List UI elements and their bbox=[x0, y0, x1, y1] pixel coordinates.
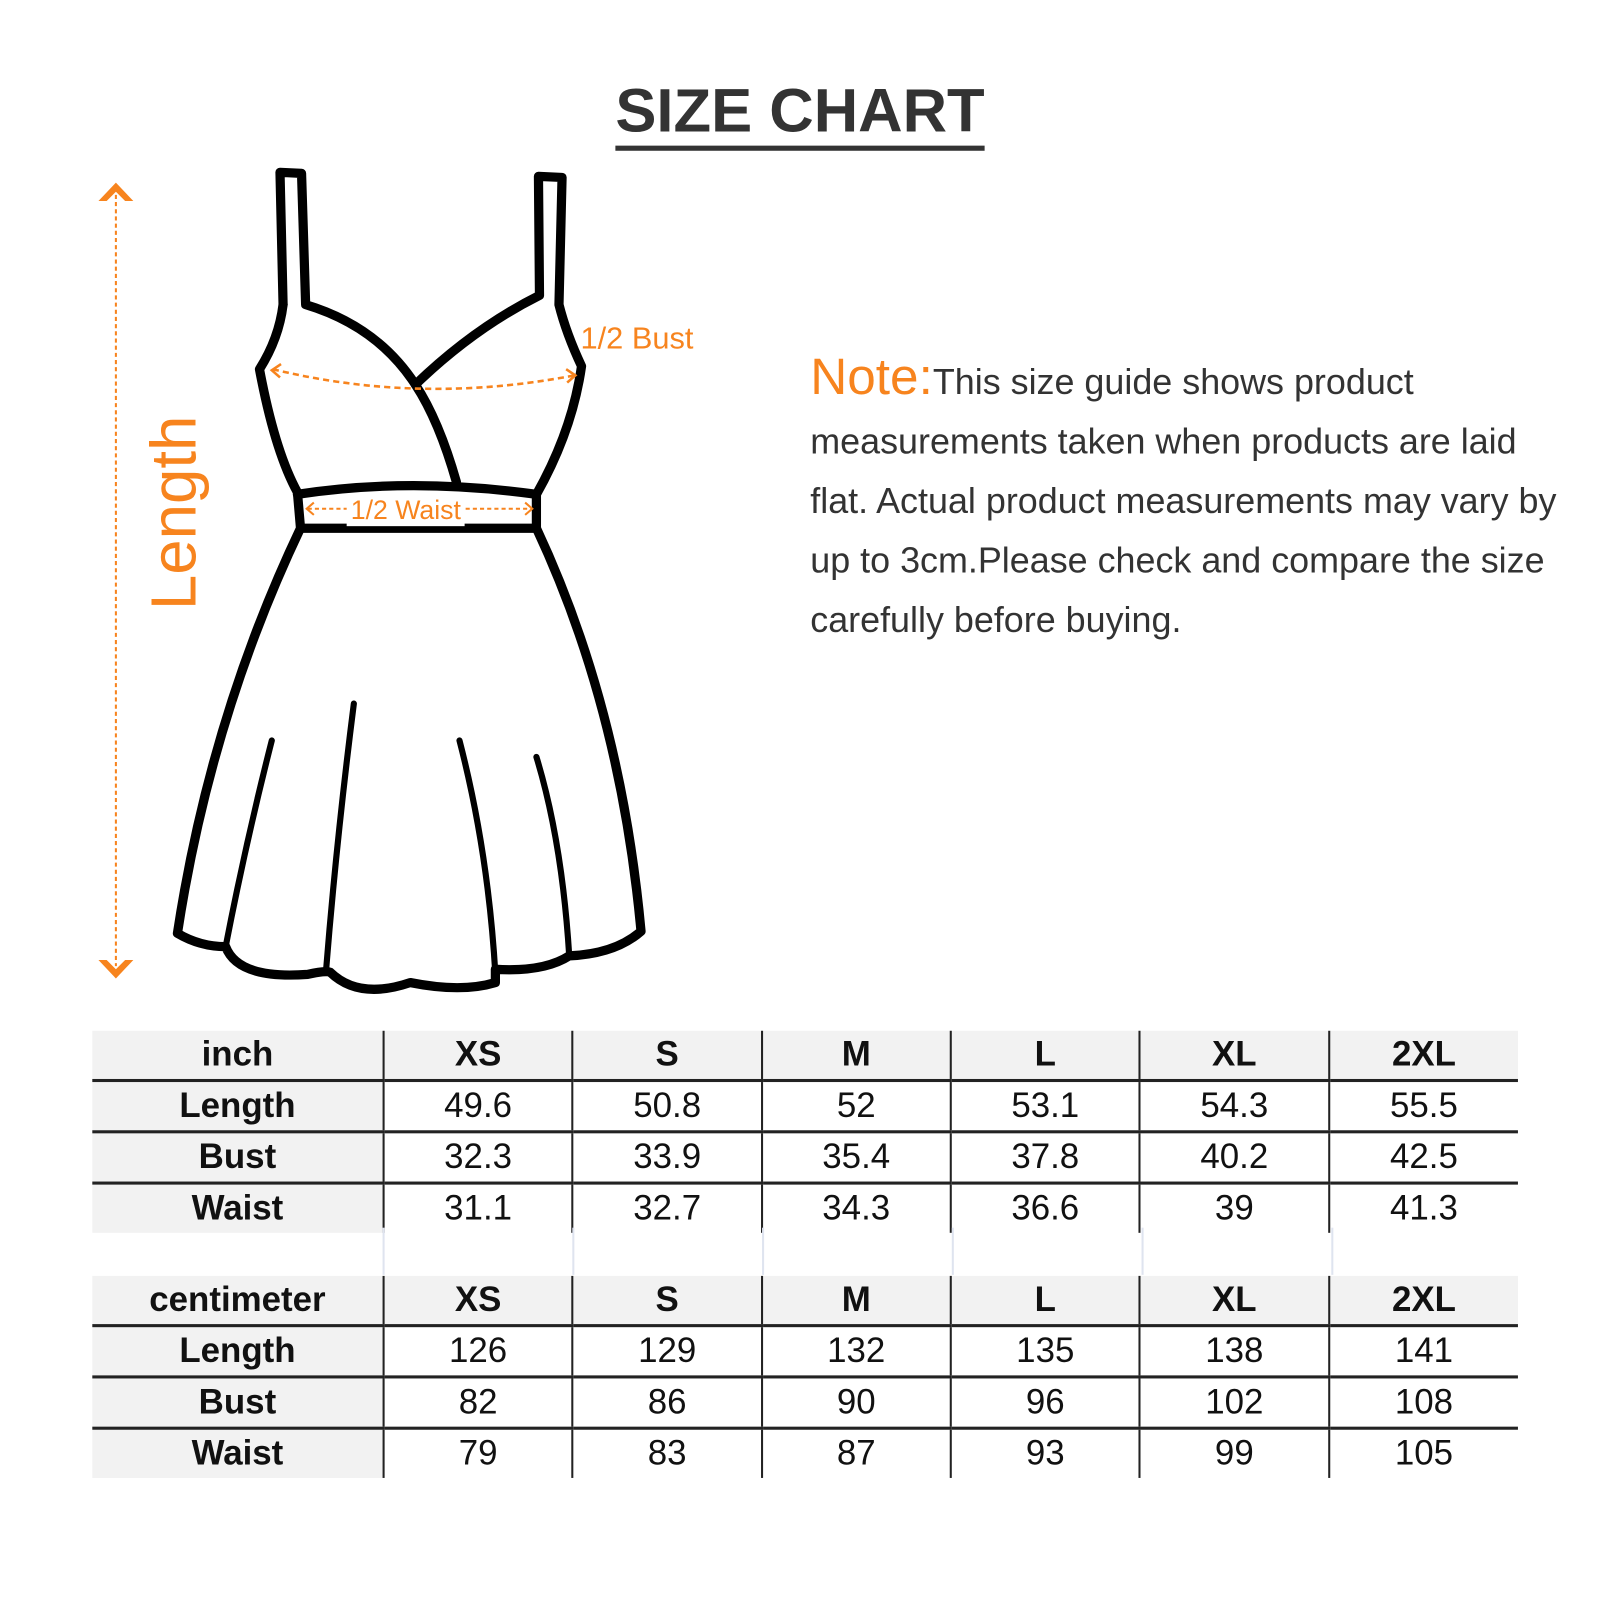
measurement-value: 108 bbox=[1327, 1376, 1518, 1430]
measurement-value: 32.3 bbox=[382, 1131, 573, 1185]
measurement-value: 93 bbox=[949, 1428, 1140, 1478]
centimeter-size-table: centimeter XS S M L XL 2XL Length 126 129 132 135 13… bbox=[92, 1275, 1518, 1478]
table-row: Length 126 129 132 135 138 141 bbox=[92, 1325, 1518, 1379]
measurement-value: 49.6 bbox=[382, 1080, 573, 1134]
measurement-value: 129 bbox=[571, 1325, 762, 1379]
measurement-value: 50.8 bbox=[571, 1080, 762, 1134]
measurement-value: 35.4 bbox=[760, 1131, 951, 1185]
note-text: This size guide shows product measuremen… bbox=[810, 362, 1557, 640]
measurement-value: 31.1 bbox=[382, 1183, 573, 1233]
table-row: Waist 31.1 32.7 34.3 36.6 39 41.3 bbox=[92, 1183, 1518, 1233]
size-header: XS bbox=[382, 1275, 573, 1328]
measurement-value: 41.3 bbox=[1327, 1183, 1518, 1233]
note-block: Note:This size guide shows product measu… bbox=[810, 347, 1569, 651]
measurement-value: 87 bbox=[760, 1428, 951, 1478]
unit-label: centimeter bbox=[92, 1275, 384, 1328]
measurement-value: 37.8 bbox=[949, 1131, 1140, 1185]
bust-measure-arrow bbox=[269, 363, 578, 391]
table-spacer bbox=[92, 1227, 1518, 1275]
measurement-value: 138 bbox=[1138, 1325, 1329, 1379]
size-header: XL bbox=[1138, 1030, 1329, 1083]
measurement-value: 52 bbox=[760, 1080, 951, 1134]
size-header: XS bbox=[382, 1030, 573, 1083]
size-header: S bbox=[571, 1030, 762, 1083]
size-header: L bbox=[949, 1030, 1140, 1083]
measurement-value: 42.5 bbox=[1327, 1131, 1518, 1185]
measurement-value: 82 bbox=[382, 1376, 573, 1430]
length-measure-arrow bbox=[98, 182, 134, 979]
measurement-value: 54.3 bbox=[1138, 1080, 1329, 1134]
page-title: SIZE CHART bbox=[0, 77, 1600, 151]
size-header: L bbox=[949, 1275, 1140, 1328]
measurement-value: 79 bbox=[382, 1428, 573, 1478]
table-row: Waist 79 83 87 93 99 105 bbox=[92, 1428, 1518, 1478]
size-header: M bbox=[760, 1030, 951, 1083]
measurement-value: 126 bbox=[382, 1325, 573, 1379]
measurement-value: 34.3 bbox=[760, 1183, 951, 1233]
measurement-value: 135 bbox=[949, 1325, 1140, 1379]
measurement-value: 36.6 bbox=[949, 1183, 1140, 1233]
table-row: Bust 32.3 33.9 35.4 37.8 40.2 42.5 bbox=[92, 1131, 1518, 1185]
measurement-value: 96 bbox=[949, 1376, 1140, 1430]
bust-label: 1/2 Bust bbox=[580, 322, 694, 356]
measurement-label: Waist bbox=[92, 1183, 384, 1233]
measurement-value: 33.9 bbox=[571, 1131, 762, 1185]
size-header: XL bbox=[1138, 1275, 1329, 1328]
size-header: M bbox=[760, 1275, 951, 1328]
dress-outline bbox=[172, 167, 646, 994]
dress-diagram bbox=[98, 167, 646, 994]
header-row: inch XS S M L XL 2XL bbox=[92, 1030, 1518, 1083]
measurement-label: Waist bbox=[92, 1428, 384, 1478]
measurement-value: 83 bbox=[571, 1428, 762, 1478]
measurement-label: Length bbox=[92, 1325, 384, 1379]
measurement-label: Bust bbox=[92, 1376, 384, 1430]
measurement-label: Bust bbox=[92, 1131, 384, 1185]
measurement-value: 53.1 bbox=[949, 1080, 1140, 1134]
measurement-value: 99 bbox=[1138, 1428, 1329, 1478]
length-label: Length bbox=[138, 415, 210, 611]
skirt-folds bbox=[222, 700, 573, 978]
table-row: Bust 82 86 90 96 102 108 bbox=[92, 1376, 1518, 1430]
title-text: SIZE CHART bbox=[615, 77, 985, 151]
measurement-value: 132 bbox=[760, 1325, 951, 1379]
measurement-value: 105 bbox=[1327, 1428, 1518, 1478]
measurement-value: 102 bbox=[1138, 1376, 1329, 1430]
measurement-value: 40.2 bbox=[1138, 1131, 1329, 1185]
inch-size-table: inch XS S M L XL 2XL Length 49.6 50.8 52 53.1 54.3 55… bbox=[92, 1030, 1518, 1233]
measurement-label: Length bbox=[92, 1080, 384, 1134]
measurement-value: 86 bbox=[571, 1376, 762, 1430]
unit-label: inch bbox=[92, 1030, 384, 1083]
header-row: centimeter XS S M L XL 2XL bbox=[92, 1275, 1518, 1328]
size-header: S bbox=[571, 1275, 762, 1328]
measurement-value: 141 bbox=[1327, 1325, 1518, 1379]
size-header: 2XL bbox=[1327, 1030, 1518, 1083]
measurement-value: 90 bbox=[760, 1376, 951, 1430]
waist-label: 1/2 Waist bbox=[346, 494, 466, 527]
size-header: 2XL bbox=[1327, 1275, 1518, 1328]
measurement-value: 55.5 bbox=[1327, 1080, 1518, 1134]
measurement-value: 32.7 bbox=[571, 1183, 762, 1233]
note-heading: Note: bbox=[810, 347, 933, 406]
measurement-value: 39 bbox=[1138, 1183, 1329, 1233]
table-row: Length 49.6 50.8 52 53.1 54.3 55.5 bbox=[92, 1080, 1518, 1134]
